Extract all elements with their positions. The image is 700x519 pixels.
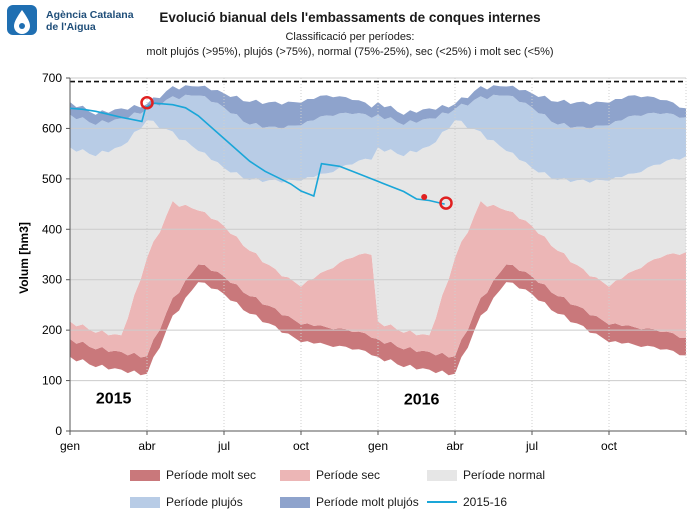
chart-classification: molt plujós (>95%), plujós (>75%), norma… <box>146 46 554 58</box>
chart-subtitle: Classificació per períodes: <box>285 31 415 43</box>
legend-swatch <box>427 469 457 481</box>
x-tick-label: gen <box>368 439 388 453</box>
x-tick-label: abr <box>138 439 155 453</box>
legend-item: Període molt sec <box>130 468 256 482</box>
legend-item: Període molt plujós <box>280 495 419 509</box>
legend-item: Període plujós <box>130 495 243 509</box>
y-axis-label: Volum [hm3] <box>17 222 31 294</box>
chart-title: Evolució bianual dels l'embassaments de … <box>159 10 541 25</box>
legend-swatch <box>130 469 160 481</box>
y-tick-label: 300 <box>42 273 62 287</box>
legend-label: Període molt plujós <box>316 495 419 509</box>
legend-label: Període plujós <box>166 495 243 509</box>
x-tick-label: oct <box>293 439 310 453</box>
y-tick-label: 200 <box>42 323 62 337</box>
y-tick-label: 400 <box>42 222 62 236</box>
legend-label: Període normal <box>463 468 546 482</box>
chart-legend: Període molt sec Període sec Període norma… <box>130 468 690 518</box>
legend-swatch <box>280 469 310 481</box>
x-tick-label: jul <box>525 439 538 453</box>
legend-swatch <box>130 496 160 508</box>
highlight-marker <box>439 196 453 210</box>
reservoir-chart: 0 100 200 300 400 500 600 700 gen abr jul oct gen abr… <box>17 71 687 453</box>
legend-swatch <box>427 501 457 503</box>
y-tick-label: 0 <box>55 424 62 438</box>
legend-label: Període molt sec <box>166 468 257 482</box>
series-layer <box>69 95 453 210</box>
band-normal <box>70 120 686 336</box>
water-drop-logo-icon <box>7 5 37 35</box>
axes: 0 100 200 300 400 500 600 700 gen abr jul oct gen abr… <box>42 71 687 453</box>
series-line-2015-16 <box>69 102 445 205</box>
band-molt-sec <box>70 264 686 376</box>
legend-label: 2015-16 <box>463 495 508 509</box>
highlight-marker <box>140 95 154 110</box>
legend-item: Període normal <box>427 468 545 482</box>
agency-name: Agència Catalana de l'Aigua <box>46 9 134 33</box>
agency-logo: Agència Catalana de l'Aigua <box>6 4 146 40</box>
x-tick-label: abr <box>446 439 463 453</box>
legend-swatch <box>280 496 310 508</box>
year-label: 2016 <box>404 391 440 408</box>
x-tick-label: jul <box>217 439 230 453</box>
x-tick-label: gen <box>60 439 80 453</box>
legend-label: Període sec <box>316 468 381 482</box>
y-tick-label: 700 <box>42 71 62 85</box>
point-marker <box>421 194 428 201</box>
y-tick-label: 500 <box>42 172 62 186</box>
y-tick-label: 100 <box>42 374 62 388</box>
y-tick-label: 600 <box>42 121 62 135</box>
legend-item: 2015-16 <box>427 495 507 509</box>
year-label: 2015 <box>96 390 132 407</box>
x-tick-label: oct <box>601 439 618 453</box>
legend-item: Període sec <box>280 468 380 482</box>
